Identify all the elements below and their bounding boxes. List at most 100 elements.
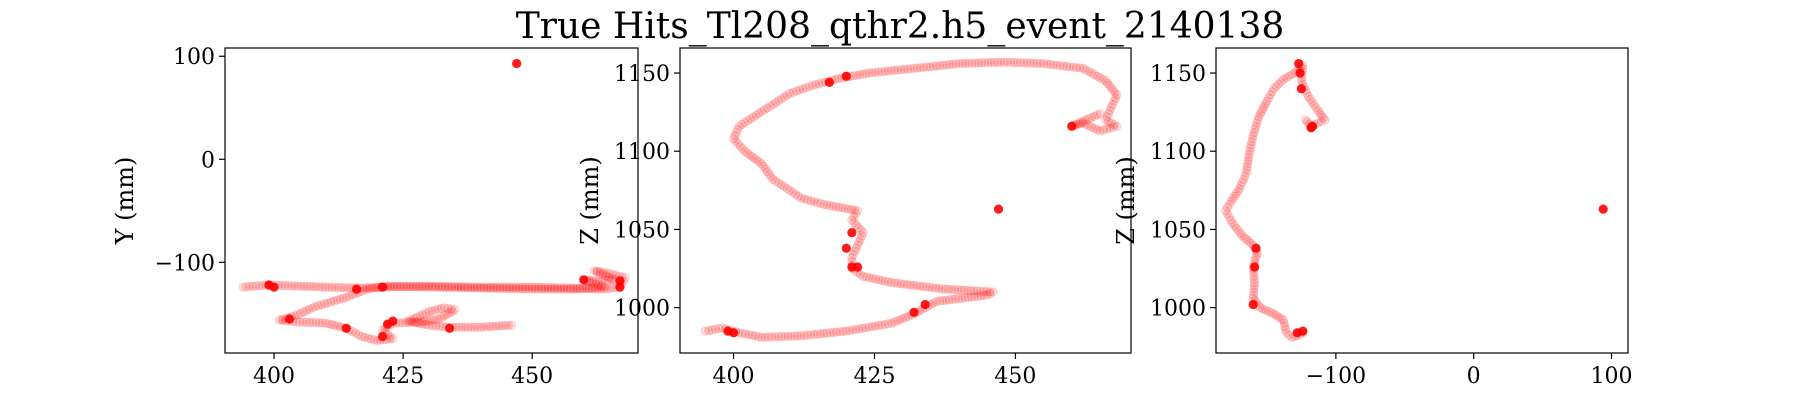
track-point — [501, 284, 511, 294]
track-point — [730, 131, 740, 141]
hit-point — [920, 299, 930, 310]
track-point — [392, 282, 402, 292]
track-point — [1269, 309, 1279, 319]
track-point — [788, 187, 798, 197]
track-point — [492, 282, 502, 292]
track-point — [1075, 118, 1085, 128]
track-point — [533, 282, 543, 292]
track-point — [870, 67, 880, 77]
track-point — [1249, 271, 1259, 281]
track-point — [750, 331, 760, 341]
track-point — [779, 92, 789, 102]
track-point — [700, 326, 710, 336]
track-point — [608, 269, 618, 279]
track-point — [440, 281, 450, 291]
track-point — [844, 325, 854, 335]
track-point — [768, 174, 778, 184]
track-point — [734, 121, 744, 131]
track-point — [351, 328, 361, 338]
track-point — [517, 282, 527, 292]
track-point — [447, 306, 457, 316]
track-point — [1284, 71, 1294, 81]
track-point — [565, 284, 575, 294]
hit-point — [1294, 59, 1304, 69]
track-point — [427, 320, 437, 330]
track-point — [251, 281, 261, 291]
track-point — [456, 283, 466, 293]
track-point — [1316, 110, 1326, 120]
hit-point — [824, 77, 835, 87]
y-tick-label: 1150 — [1150, 62, 1206, 87]
track-point — [749, 153, 759, 163]
track-point — [767, 332, 777, 342]
track-point — [360, 332, 370, 342]
track-point — [737, 328, 747, 338]
track-point — [511, 284, 521, 294]
track-point — [1103, 109, 1113, 119]
track-point — [296, 308, 306, 318]
track-point — [562, 284, 572, 294]
track-point — [849, 205, 859, 215]
y-tick-label: 100 — [173, 45, 215, 70]
track-point — [408, 281, 418, 291]
track-point — [596, 284, 606, 294]
track-point — [600, 275, 610, 285]
y-axis-label: Y (mm) — [111, 157, 139, 246]
track-point — [491, 321, 501, 331]
track-point — [369, 335, 379, 345]
track-point — [245, 281, 255, 291]
track-point — [498, 283, 508, 293]
track-point — [424, 281, 434, 291]
track-point — [963, 292, 973, 302]
track-point — [1274, 312, 1284, 322]
track-point — [559, 284, 569, 294]
track-point — [469, 282, 479, 292]
track-point — [597, 276, 607, 286]
track-point — [893, 278, 903, 288]
track-point — [543, 282, 553, 292]
track-point — [938, 296, 948, 306]
track-point — [849, 218, 859, 228]
track-point — [562, 283, 572, 293]
track-point — [934, 283, 944, 293]
track-point — [733, 139, 743, 149]
track-point — [298, 317, 308, 327]
track-point — [975, 286, 985, 296]
track-point — [368, 283, 378, 293]
track-point — [599, 282, 609, 292]
track-point — [521, 284, 531, 294]
track-point — [864, 68, 874, 78]
track-point — [590, 283, 600, 293]
track-point — [332, 321, 342, 331]
track-point — [437, 312, 447, 322]
track-point — [593, 280, 603, 290]
track-point — [754, 157, 764, 167]
track-point — [446, 304, 456, 314]
track-point — [707, 325, 717, 335]
track-point — [1102, 124, 1112, 134]
track-point — [298, 307, 308, 317]
track-point — [957, 293, 967, 303]
hit-point — [512, 58, 522, 69]
track-point — [741, 329, 751, 339]
track-point — [310, 302, 320, 312]
track-point — [1084, 67, 1094, 77]
track-point — [1249, 274, 1259, 284]
plot-area-xy — [238, 58, 630, 346]
track-point — [822, 200, 832, 210]
track-point — [479, 322, 489, 332]
track-point — [1236, 181, 1246, 191]
track-point — [446, 281, 456, 291]
track-point — [867, 322, 877, 332]
track-point — [533, 284, 543, 294]
hit-point — [1067, 121, 1077, 131]
track-point — [883, 66, 893, 76]
track-point — [1244, 149, 1254, 159]
track-point — [1280, 321, 1290, 331]
track-point — [1230, 191, 1240, 201]
track-point — [798, 84, 808, 94]
track-point — [565, 283, 575, 293]
track-point — [1279, 74, 1289, 84]
track-point — [395, 281, 405, 291]
track-point — [1032, 58, 1042, 68]
